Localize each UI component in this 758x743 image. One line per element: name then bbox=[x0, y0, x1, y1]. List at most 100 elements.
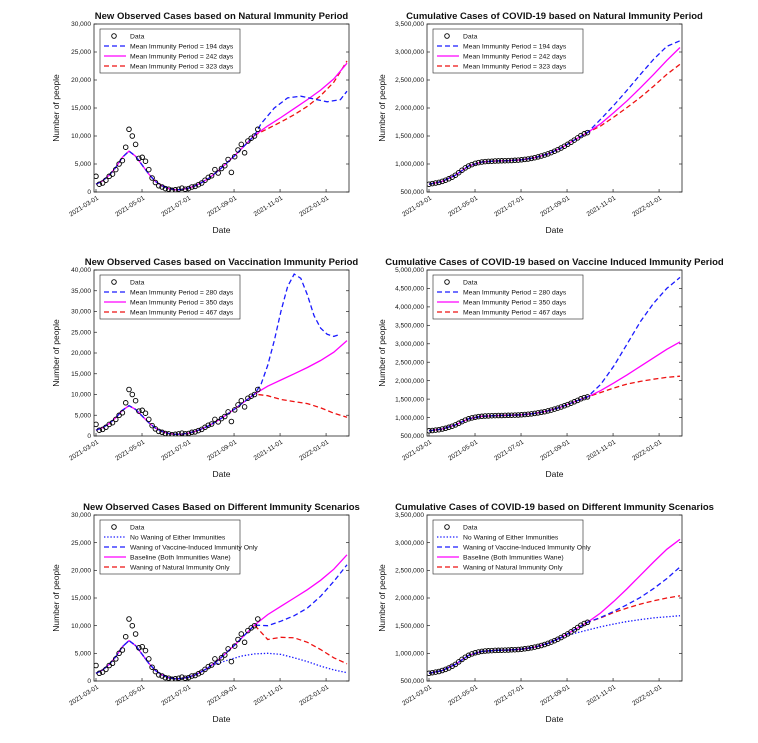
data-point bbox=[103, 666, 109, 673]
y-tick-label: 3,500,000 bbox=[395, 323, 424, 330]
x-axis-label: Date bbox=[546, 469, 564, 479]
y-axis-label: Number of people bbox=[377, 319, 387, 387]
y-tick-label: 1,500,000 bbox=[395, 133, 424, 140]
data-point bbox=[179, 185, 185, 191]
data-point bbox=[212, 166, 218, 173]
y-tick-label: 2,000,000 bbox=[395, 378, 424, 385]
chart-panel-1: New Observed Cases based on Natural Immu… bbox=[51, 11, 350, 235]
data-point bbox=[172, 187, 179, 192]
plot-area bbox=[427, 276, 681, 434]
plot-area bbox=[94, 273, 348, 436]
legend-label: Mean Immunity Period = 194 days bbox=[130, 44, 234, 51]
legend-data-marker bbox=[444, 279, 450, 285]
data-point bbox=[205, 663, 212, 670]
data-point bbox=[525, 411, 531, 417]
data-point bbox=[215, 659, 221, 665]
data-point bbox=[94, 173, 99, 180]
x-tick-label: 2021-05-01 bbox=[114, 684, 146, 708]
data-point bbox=[255, 616, 261, 622]
data-point bbox=[142, 410, 149, 416]
data-point bbox=[489, 647, 495, 654]
data-point bbox=[472, 414, 478, 420]
data-point bbox=[251, 622, 258, 629]
data-point bbox=[119, 647, 126, 653]
legend: Data Mean Immunity Period = 194 days Mean … bbox=[432, 28, 584, 74]
data-point bbox=[109, 171, 116, 177]
data-point bbox=[149, 175, 155, 181]
data-point bbox=[551, 406, 558, 412]
y-tick-label: 30,000 bbox=[71, 309, 91, 316]
y-tick-label: 10,000 bbox=[71, 623, 91, 630]
legend-label: Waning of Vaccine-Induced Immunity Only bbox=[463, 545, 591, 552]
plot-area bbox=[427, 40, 681, 187]
data-point bbox=[498, 412, 505, 419]
data-point bbox=[531, 410, 538, 417]
data-point bbox=[169, 432, 175, 436]
data-point bbox=[462, 417, 469, 423]
chart-panel-4: Cumulative Cases of COVID-19 based on Va… bbox=[377, 257, 724, 479]
data-point bbox=[189, 429, 195, 436]
data-point bbox=[156, 672, 162, 678]
x-tick-label: 2022-01-01 bbox=[631, 195, 663, 219]
data-point bbox=[159, 429, 165, 436]
data-point bbox=[136, 155, 142, 162]
data-point bbox=[195, 427, 202, 434]
y-tick-label: 0 bbox=[87, 189, 91, 196]
data-point bbox=[581, 394, 587, 401]
data-point bbox=[535, 410, 541, 416]
data-point bbox=[228, 418, 235, 425]
data-point bbox=[584, 129, 591, 136]
data-point bbox=[119, 410, 126, 416]
data-point bbox=[113, 656, 119, 662]
x-tick-label: 2021-11-01 bbox=[586, 439, 618, 463]
data-point bbox=[508, 647, 515, 653]
series-line bbox=[428, 40, 681, 185]
x-tick-label: 2021-03-01 bbox=[68, 195, 100, 219]
data-point bbox=[136, 408, 142, 414]
legend-label: Data bbox=[130, 280, 145, 287]
legend-label: Baseline (Both Immunities Wane) bbox=[463, 555, 564, 562]
data-point bbox=[558, 404, 564, 410]
data-point bbox=[139, 643, 145, 650]
data-point bbox=[482, 413, 488, 419]
data-point bbox=[531, 644, 538, 650]
data-point bbox=[222, 162, 228, 169]
data-point bbox=[202, 666, 208, 673]
y-tick-label: 15,000 bbox=[71, 105, 91, 112]
data-point bbox=[175, 431, 182, 436]
plot-area bbox=[94, 554, 348, 681]
data-point bbox=[169, 187, 175, 192]
data-point bbox=[502, 647, 508, 653]
legend-label: Mean Immunity Period = 323 days bbox=[463, 64, 567, 71]
x-axis-label: Date bbox=[213, 225, 231, 235]
y-tick-label: 500,000 bbox=[401, 678, 425, 685]
data-point bbox=[231, 643, 238, 649]
data-point bbox=[241, 150, 248, 156]
y-tick-label: 2,500,000 bbox=[395, 568, 424, 575]
data-point bbox=[208, 173, 215, 179]
series-line bbox=[95, 90, 348, 191]
y-tick-label: 2,500,000 bbox=[395, 77, 424, 84]
data-point bbox=[432, 427, 439, 433]
data-point bbox=[99, 180, 106, 186]
data-point bbox=[132, 631, 139, 637]
legend: Data Mean Immunity Period = 194 days Mean … bbox=[99, 28, 241, 74]
data-point bbox=[139, 154, 145, 161]
data-point bbox=[518, 412, 525, 418]
data-point bbox=[498, 158, 505, 164]
data-point bbox=[198, 180, 205, 186]
data-point bbox=[162, 674, 169, 681]
x-tick-label: 2021-07-01 bbox=[160, 195, 192, 219]
data-point bbox=[215, 170, 221, 176]
legend: Data No Waning of Either Immunities Waning… bbox=[432, 519, 591, 575]
data-point bbox=[228, 169, 235, 176]
y-tick-label: 10,000 bbox=[71, 392, 91, 399]
data-point bbox=[564, 401, 571, 408]
data-point bbox=[492, 647, 498, 654]
data-point bbox=[522, 156, 528, 163]
data-point bbox=[192, 429, 198, 435]
x-tick-label: 2021-11-01 bbox=[586, 195, 618, 219]
data-point bbox=[215, 419, 221, 425]
y-tick-label: 2,000,000 bbox=[395, 595, 424, 602]
